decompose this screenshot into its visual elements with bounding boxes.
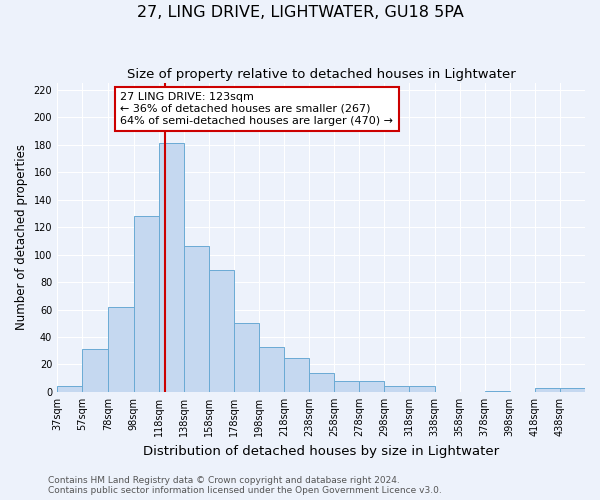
Bar — [535, 388, 560, 392]
Bar — [334, 381, 359, 392]
Bar — [485, 390, 510, 392]
Bar — [82, 350, 109, 392]
Bar — [134, 216, 158, 392]
Bar — [259, 346, 284, 392]
Bar — [284, 358, 309, 392]
X-axis label: Distribution of detached houses by size in Lightwater: Distribution of detached houses by size … — [143, 444, 499, 458]
Bar — [560, 388, 585, 392]
Bar — [309, 372, 334, 392]
Title: Size of property relative to detached houses in Lightwater: Size of property relative to detached ho… — [127, 68, 515, 80]
Bar — [385, 386, 409, 392]
Text: 27 LING DRIVE: 123sqm
← 36% of detached houses are smaller (267)
64% of semi-det: 27 LING DRIVE: 123sqm ← 36% of detached … — [121, 92, 394, 126]
Y-axis label: Number of detached properties: Number of detached properties — [15, 144, 28, 330]
Text: Contains HM Land Registry data © Crown copyright and database right 2024.
Contai: Contains HM Land Registry data © Crown c… — [48, 476, 442, 495]
Bar — [234, 324, 259, 392]
Bar — [57, 386, 82, 392]
Bar — [359, 381, 385, 392]
Bar — [109, 307, 134, 392]
Bar — [184, 246, 209, 392]
Bar — [209, 270, 234, 392]
Bar — [409, 386, 434, 392]
Text: 27, LING DRIVE, LIGHTWATER, GU18 5PA: 27, LING DRIVE, LIGHTWATER, GU18 5PA — [137, 5, 463, 20]
Bar — [158, 144, 184, 392]
